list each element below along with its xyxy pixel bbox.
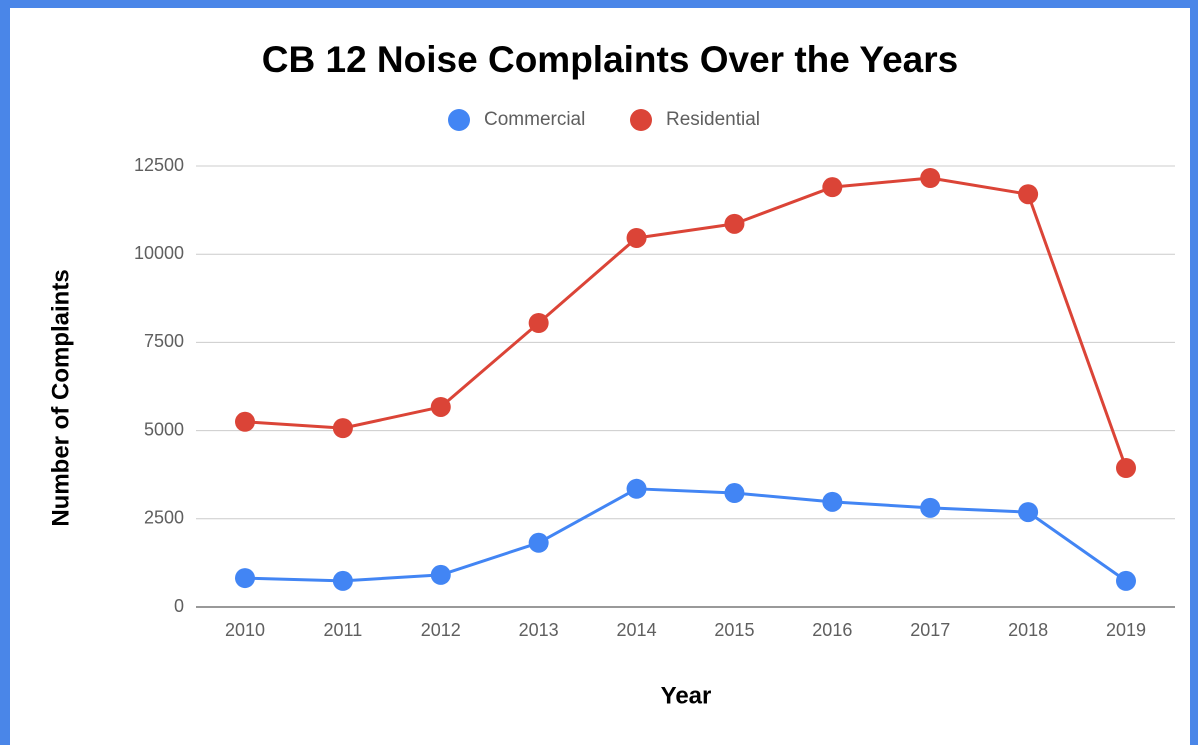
data-point: [1018, 502, 1039, 523]
legend-label: Residential: [666, 109, 760, 130]
data-point: [332, 418, 353, 439]
data-point: [626, 478, 647, 499]
chart-background: [10, 8, 1190, 745]
series-line: [244, 176, 1128, 469]
series-line: [244, 487, 1127, 583]
x-tick-label: 2019: [1106, 620, 1146, 640]
x-tick-label: 2011: [324, 620, 363, 640]
y-tick-label: 0: [174, 596, 184, 616]
y-tick-label: 5000: [144, 419, 184, 439]
data-point: [920, 167, 941, 188]
data-point: [1018, 184, 1039, 205]
x-tick-label: 2018: [1008, 620, 1048, 640]
data-point: [822, 491, 843, 512]
y-tick-label: 10000: [134, 243, 184, 263]
x-tick-label: 2013: [519, 620, 559, 640]
y-tick-label: 7500: [144, 331, 184, 351]
x-axis-label: Year: [661, 682, 712, 709]
data-point: [528, 532, 549, 553]
y-axis-label: Number of Complaints: [47, 269, 74, 526]
data-point: [430, 396, 451, 417]
data-point: [332, 570, 353, 591]
x-tick-label: 2014: [617, 620, 657, 640]
data-point: [724, 483, 745, 504]
y-tick-label: 2500: [144, 508, 184, 528]
x-tick-label: 2010: [225, 620, 265, 640]
legend-label: Commercial: [484, 109, 585, 130]
data-point: [528, 312, 549, 333]
x-tick-label: 2012: [421, 620, 461, 640]
data-point: [1116, 570, 1136, 591]
y-tick-label: 12500: [134, 155, 184, 175]
data-point: [1116, 457, 1136, 478]
data-point: [626, 227, 647, 248]
legend-marker: [630, 109, 652, 131]
chart-title: CB 12 Noise Complaints Over the Years: [262, 39, 958, 80]
data-point: [822, 177, 843, 198]
x-tick-label: 2016: [812, 620, 852, 640]
data-point: [920, 497, 941, 518]
legend-marker: [448, 109, 470, 131]
data-point: [235, 411, 255, 432]
data-point: [235, 568, 255, 589]
x-tick-label: 2015: [714, 620, 754, 640]
data-point: [430, 564, 451, 585]
data-point: [724, 213, 745, 234]
x-tick-label: 2017: [910, 620, 950, 640]
